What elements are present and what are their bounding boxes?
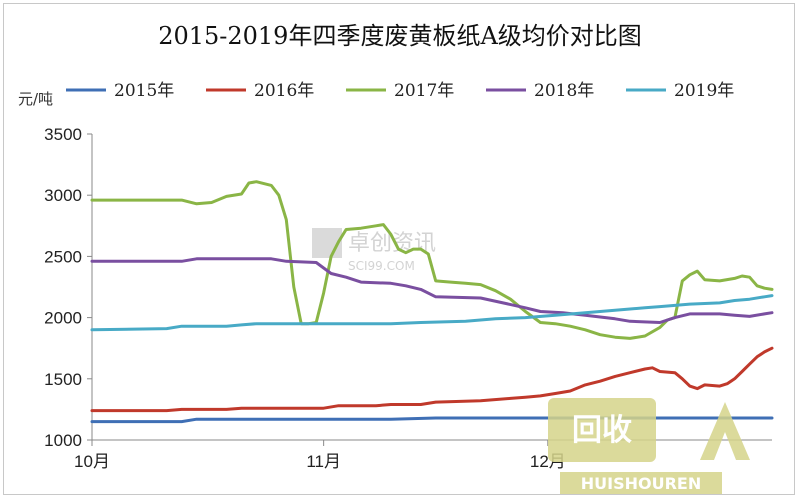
chart-legend: 2015年 2016年 2017年 2018年 2019年 [66,81,734,101]
legend-label: 2019年 [674,81,734,101]
watermark: 卓创资讯 SCI99.COM [312,228,436,273]
legend-label: 2017年 [394,81,454,101]
series-line-4 [90,257,774,324]
series-layer [90,180,774,424]
y-tick-label: 2000 [44,309,82,328]
brand-logo: 回收 HUISHOUREN [548,398,750,494]
logo-leaf-icon [700,402,750,460]
legend-label: 2018年 [534,81,594,101]
y-axis-unit-label: 元/吨 [18,90,53,108]
y-tick-label: 1500 [44,370,82,389]
x-tick-label: 10月 [74,452,110,471]
logo-brand-band [560,472,722,494]
series-line-3 [90,180,774,340]
series-line-1 [90,416,774,424]
y-tick-label: 3000 [44,186,82,205]
legend-label: 2016年 [254,81,314,101]
logo-mark: 回收 [572,413,632,448]
watermark-url: SCI99.COM [348,259,415,273]
legend-label: 2015年 [114,81,174,101]
chart-frame [3,3,795,495]
y-tick-label: 2500 [44,247,82,266]
chart-title: 2015-2019年四季度废黄板纸A级均价对比图 [158,22,642,50]
series-line-2 [90,346,774,413]
logo-badge-icon [548,398,656,462]
logo-brand-text: HUISHOUREN [581,474,701,493]
x-tick-label: 11月 [306,452,341,471]
y-tick-label: 3500 [44,125,82,144]
y-tick-label: 1000 [44,431,82,450]
series-line-5 [90,294,774,332]
